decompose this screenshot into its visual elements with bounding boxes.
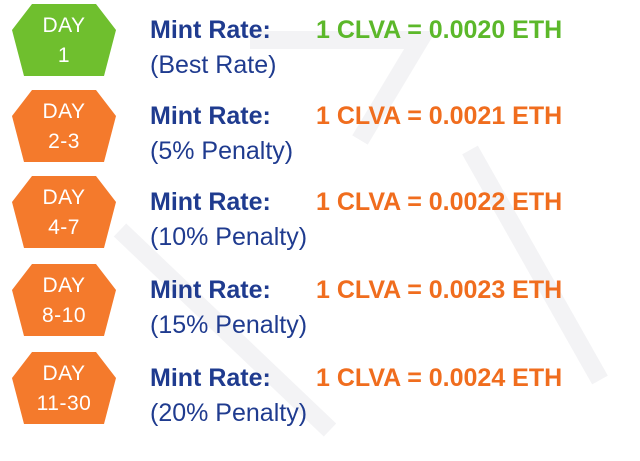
- day-label: DAY: [42, 14, 86, 37]
- day-badge: DAY 11-30: [10, 352, 118, 426]
- mint-rate-label: Mint Rate:: [150, 276, 271, 304]
- mint-rate-label: Mint Rate:: [150, 102, 271, 130]
- day-badge: DAY 4-7: [10, 176, 118, 250]
- tier-day-2-3: DAY 2-3 Mint Rate: 1 CLVA = 0.0021 ETH (…: [0, 86, 640, 174]
- tier-day-11-30: DAY 11-30 Mint Rate: 1 CLVA = 0.0024 ETH…: [0, 348, 640, 436]
- rate-note: (15% Penalty): [150, 311, 308, 339]
- day-range: 2-3: [48, 130, 80, 153]
- mint-rate-value: 1 CLVA = 0.0021 ETH: [316, 102, 563, 130]
- day-range: 1: [57, 44, 71, 67]
- badge-shape: [12, 176, 116, 248]
- day-label: DAY: [42, 362, 86, 385]
- tier-day-1: DAY 1 Mint Rate: 1 CLVA = 0.0020 ETH (Be…: [0, 0, 640, 88]
- day-range: 8-10: [41, 304, 87, 327]
- badge-shape: [12, 352, 116, 424]
- mint-rate-label: Mint Rate:: [150, 16, 271, 44]
- day-range: 4-7: [48, 216, 80, 239]
- badge-shape: [12, 90, 116, 162]
- tier-day-4-7: DAY 4-7 Mint Rate: 1 CLVA = 0.0022 ETH (…: [0, 172, 640, 260]
- mint-rate-value: 1 CLVA = 0.0023 ETH: [316, 276, 563, 304]
- rate-note: (20% Penalty): [150, 399, 308, 427]
- badge-shape: [12, 264, 116, 336]
- mint-rate-value: 1 CLVA = 0.0024 ETH: [316, 364, 563, 392]
- day-label: DAY: [42, 186, 86, 209]
- rate-note: (10% Penalty): [150, 223, 308, 251]
- day-badge: DAY 2-3: [10, 90, 118, 164]
- rate-note: (Best Rate): [150, 51, 277, 79]
- mint-rate-value: 1 CLVA = 0.0020 ETH: [316, 16, 563, 44]
- day-range: 11-30: [36, 392, 92, 415]
- day-label: DAY: [42, 274, 86, 297]
- mint-rate-value: 1 CLVA = 0.0022 ETH: [316, 188, 563, 216]
- rate-note: (5% Penalty): [150, 137, 294, 165]
- day-badge: DAY 1: [10, 4, 118, 78]
- badge-shape: [12, 4, 116, 76]
- mint-rate-label: Mint Rate:: [150, 364, 271, 392]
- day-label: DAY: [42, 100, 86, 123]
- mint-rate-label: Mint Rate:: [150, 188, 271, 216]
- day-badge: DAY 8-10: [10, 264, 118, 338]
- tier-day-8-10: DAY 8-10 Mint Rate: 1 CLVA = 0.0023 ETH …: [0, 260, 640, 348]
